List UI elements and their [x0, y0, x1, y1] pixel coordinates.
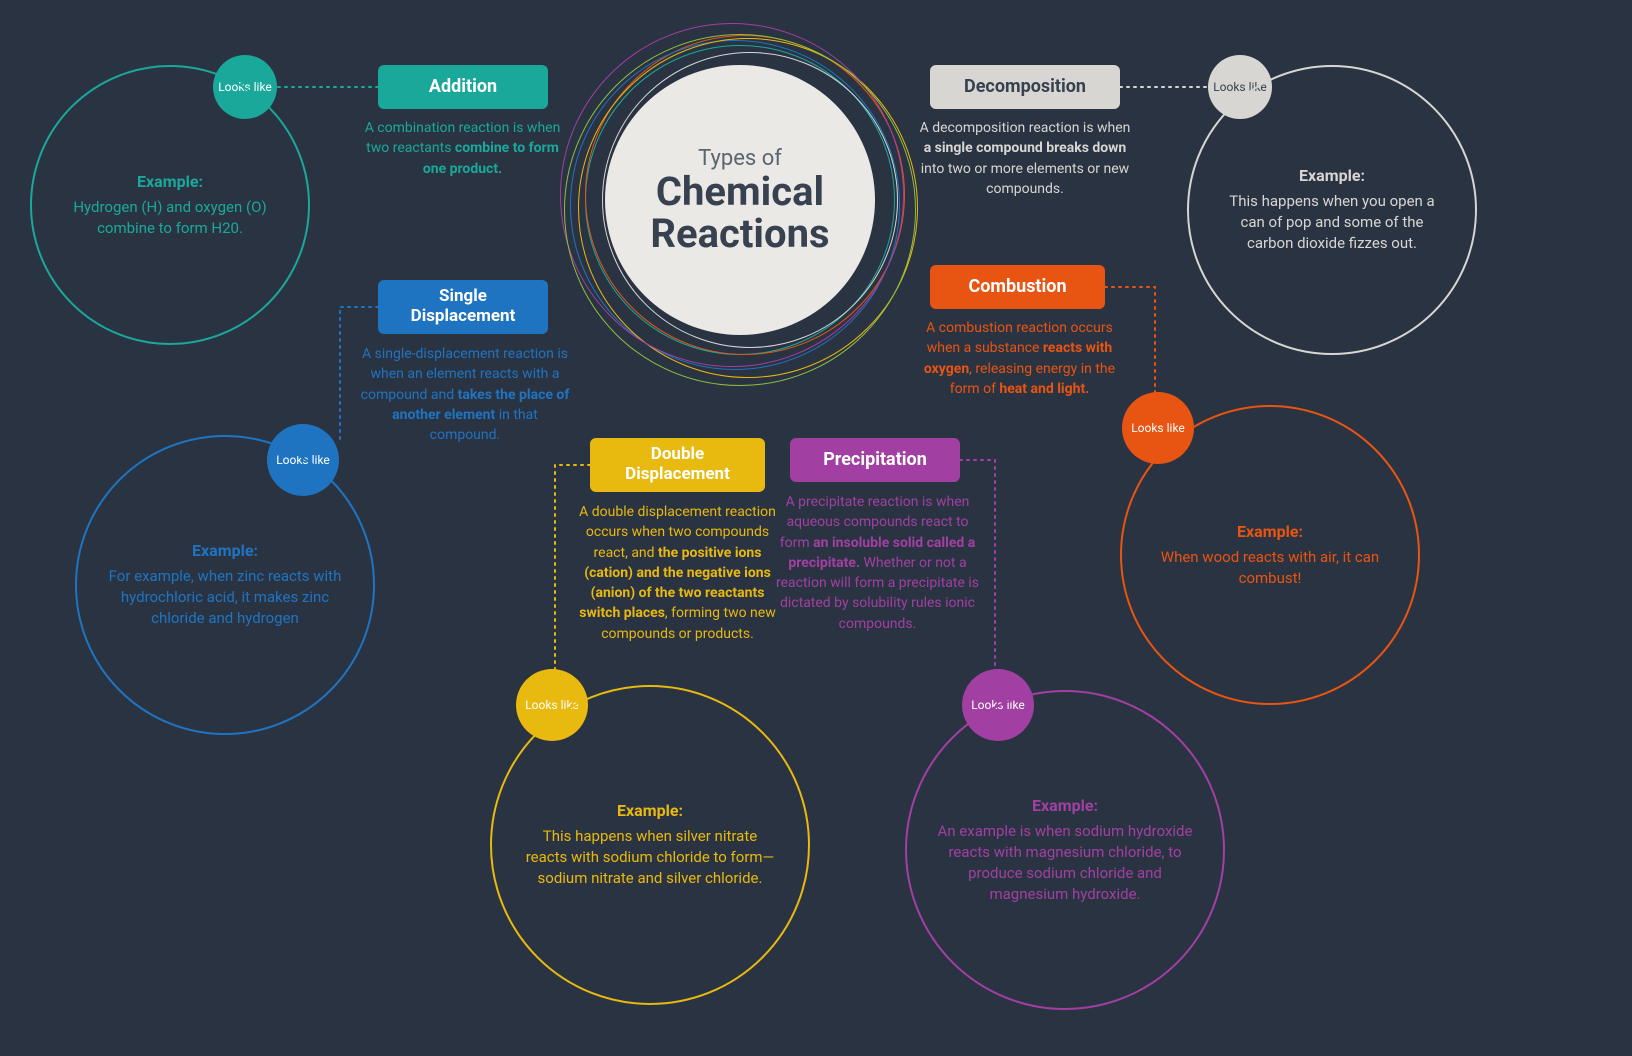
reaction-pill-single: Single Displacement — [378, 280, 548, 334]
example-text: An example is when sodium hydroxide reac… — [937, 821, 1193, 905]
hub-pretitle: Types of — [698, 146, 782, 171]
example-text: This happens when you open a can of pop … — [1219, 191, 1445, 254]
hub-title: ChemicalReactions — [650, 171, 829, 255]
desc-bold: a single compound breaks down — [924, 140, 1127, 156]
reaction-pill-decomposition: Decomposition — [930, 65, 1120, 109]
example-text: When wood reacts with air, it can combus… — [1152, 547, 1388, 589]
reaction-desc-single: A single-displacement reaction is when a… — [360, 344, 570, 445]
desc-text: into two or more elements or new compoun… — [921, 161, 1129, 197]
reaction-pill-precipitation: Precipitation — [790, 438, 960, 482]
reaction-pill-double: Double Displacement — [590, 438, 765, 492]
hub-title-line: Chemical — [650, 171, 829, 213]
example-label: Example: — [192, 541, 258, 560]
example-text: This happens when silver nitrate reacts … — [522, 826, 778, 889]
hub-title-line: Reactions — [650, 213, 829, 255]
reaction-desc-addition: A combination reaction is when two react… — [355, 118, 570, 179]
reaction-desc-precipitation: A precipitate reaction is when aqueous c… — [775, 492, 980, 634]
example-text: For example, when zinc reacts with hydro… — [107, 566, 343, 629]
reaction-pill-combustion: Combustion — [930, 265, 1105, 309]
reaction-desc-double: A double displacement reaction occurs wh… — [570, 502, 785, 644]
example-circle-combustion: Example: When wood reacts with air, it ca… — [1120, 405, 1420, 705]
example-circle-single: Example: For example, when zinc reacts wi… — [75, 435, 375, 735]
desc-bold: heat and light. — [999, 381, 1089, 397]
example-text: Hydrogen (H) and oxygen (O) combine to f… — [62, 197, 278, 239]
example-circle-precipitation: Example: An example is when sodium hydrox… — [905, 690, 1225, 1010]
reaction-desc-decomposition: A decomposition reaction is when a singl… — [915, 118, 1135, 199]
example-label: Example: — [1032, 796, 1098, 815]
example-circle-double: Example: This happens when silver nitrate… — [490, 685, 810, 1005]
example-label: Example: — [1299, 166, 1365, 185]
reaction-desc-combustion: A combustion reaction occurs when a subs… — [912, 318, 1127, 399]
example-circle-addition: Example: Hydrogen (H) and oxygen (O) comb… — [30, 65, 310, 345]
example-label: Example: — [137, 172, 203, 191]
example-label: Example: — [1237, 522, 1303, 541]
infographic-canvas: Types ofChemicalReactions Addition A combi… — [0, 0, 1632, 1056]
example-circle-decomposition: Example: This happens when you open a can… — [1187, 65, 1477, 355]
example-label: Example: — [617, 801, 683, 820]
hub-circle: Types ofChemicalReactions — [605, 65, 875, 335]
reaction-pill-addition: Addition — [378, 65, 548, 109]
desc-text: A decomposition reaction is when — [920, 120, 1131, 136]
